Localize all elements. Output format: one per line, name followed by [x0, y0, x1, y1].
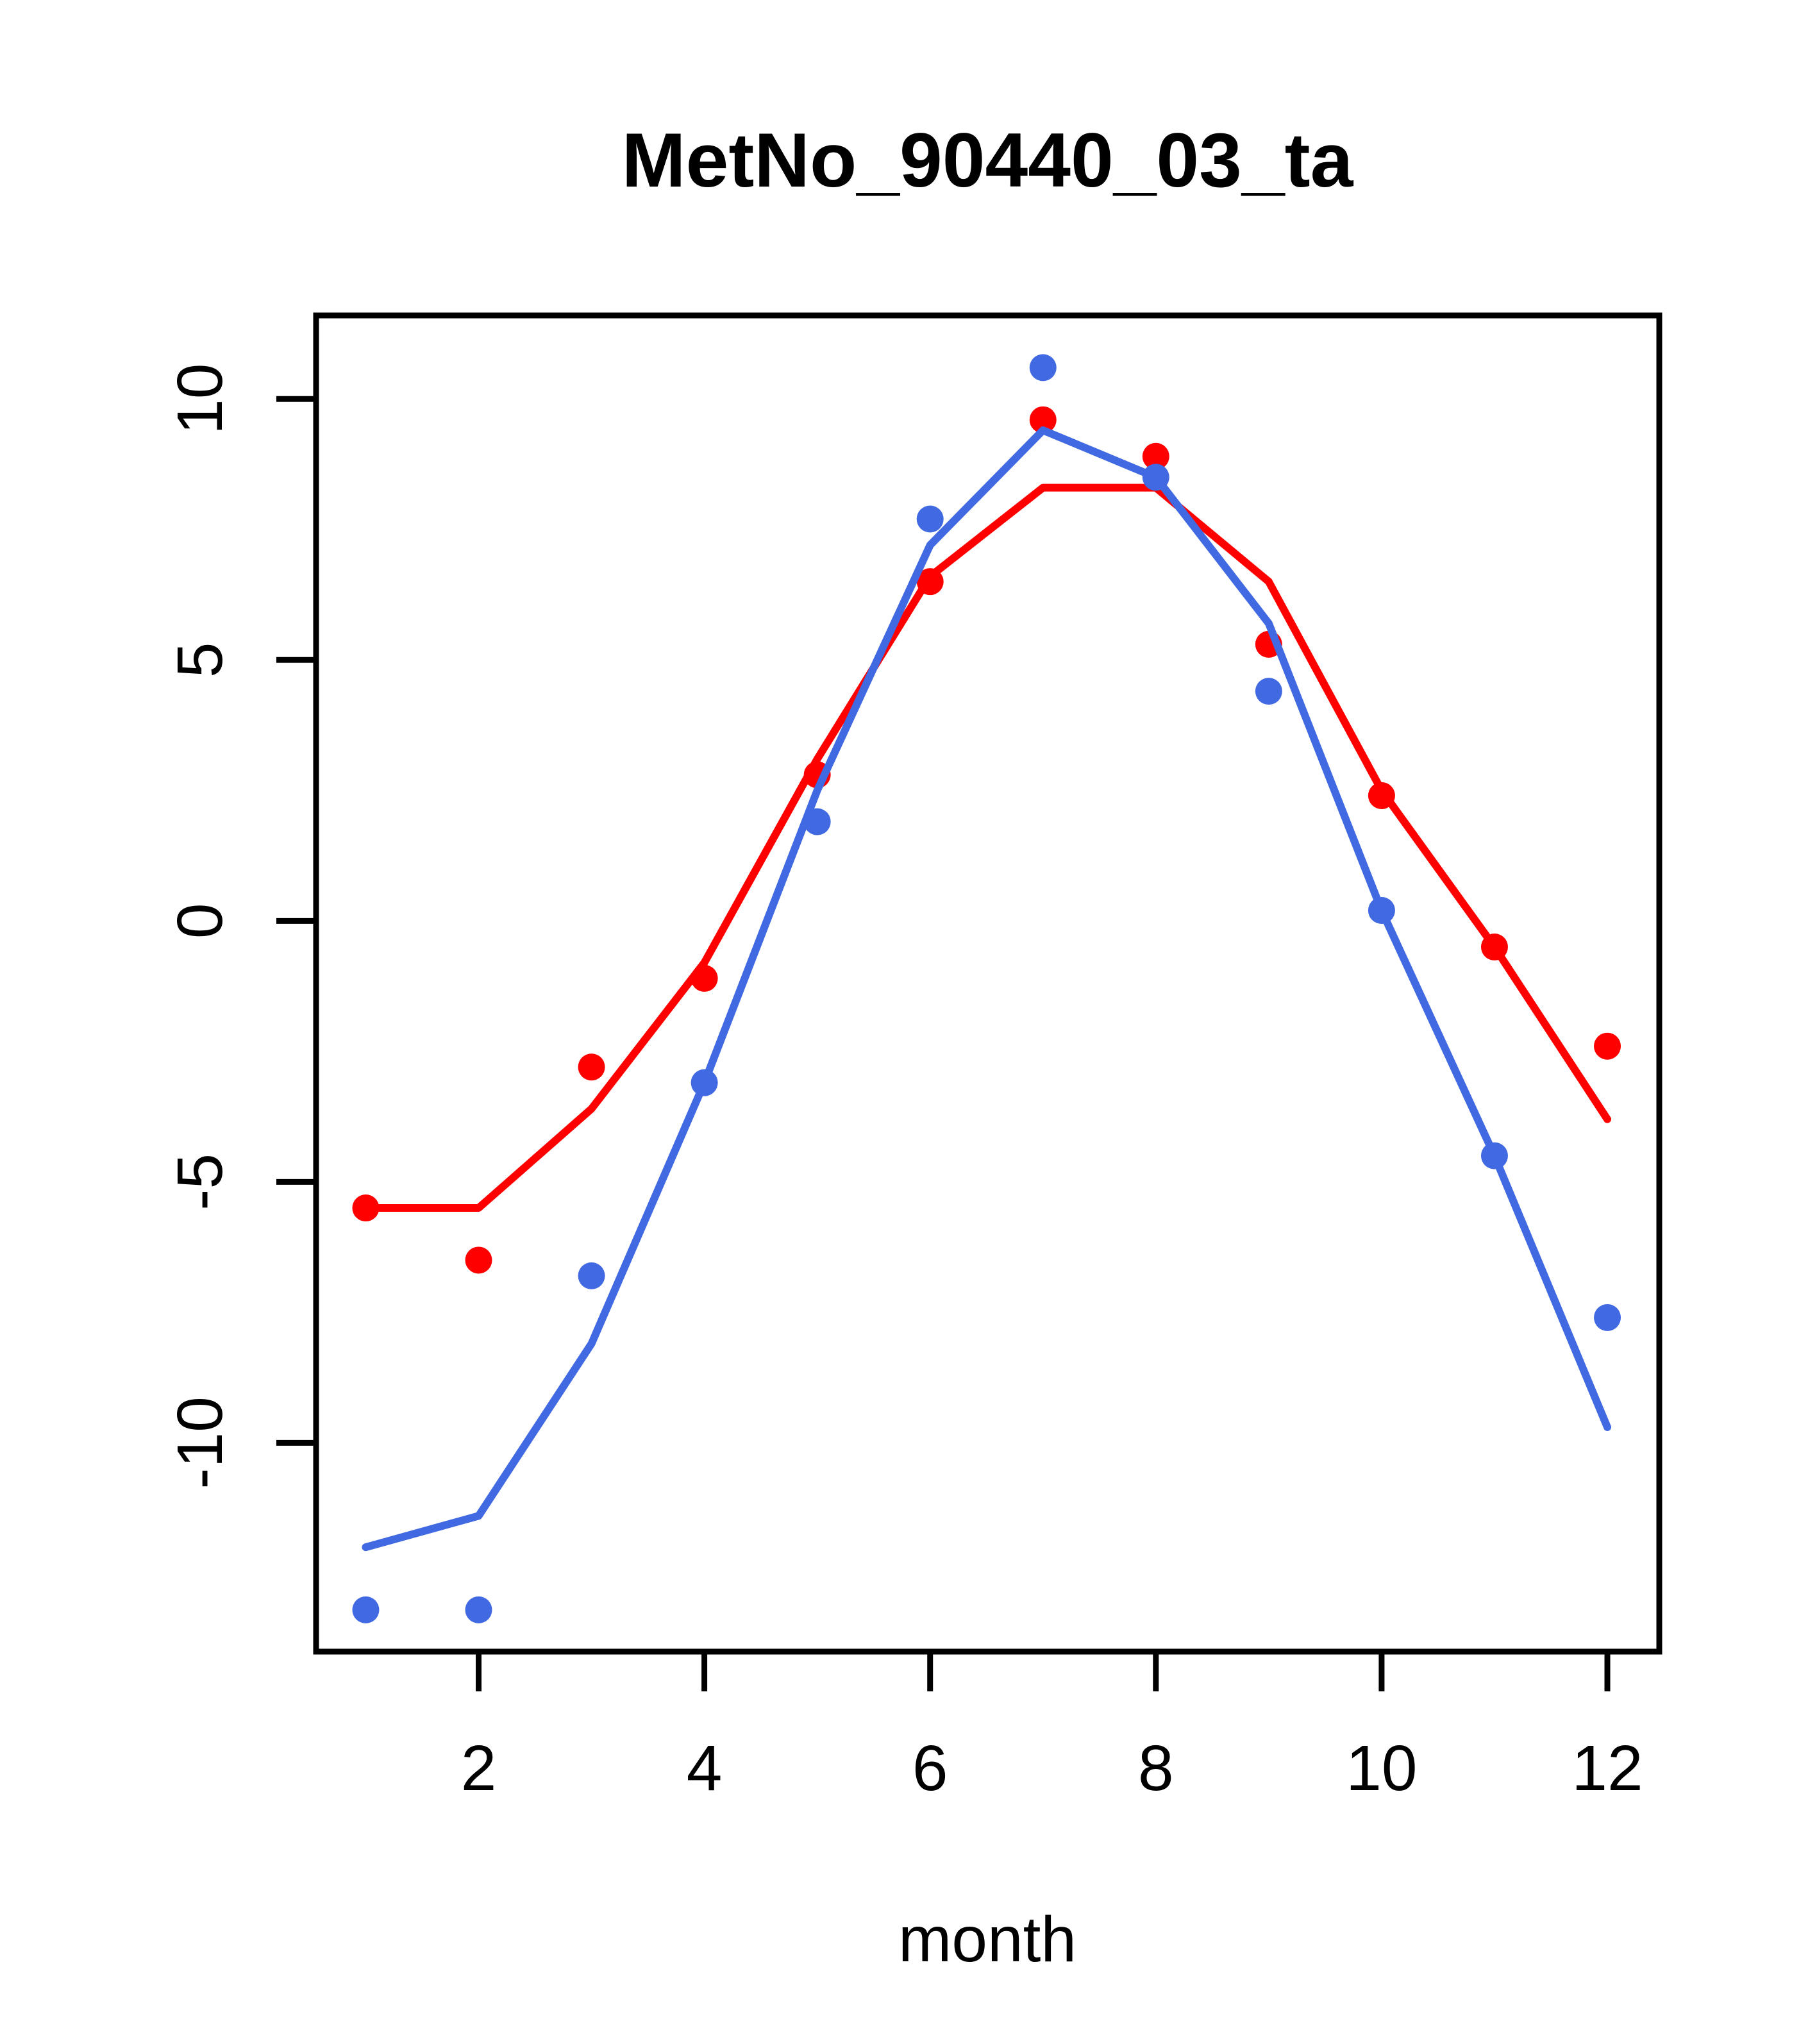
red-points-marker	[465, 1246, 492, 1274]
blue-points-marker	[1029, 354, 1057, 381]
blue-points-marker	[916, 505, 944, 533]
chart-title: MetNo_90440_03_ta	[622, 117, 1354, 203]
red-points-marker	[916, 568, 944, 596]
blue-points-marker	[1594, 1304, 1621, 1331]
red-points-marker	[1368, 782, 1395, 809]
red-points-marker	[1142, 442, 1169, 470]
red-points	[352, 406, 1621, 1274]
red-points-marker	[1594, 1032, 1621, 1060]
blue-points-marker	[578, 1262, 605, 1289]
y-tick-label: 5	[164, 642, 236, 678]
blue-points-marker	[465, 1596, 492, 1623]
series-layer	[352, 354, 1621, 1623]
y-tick-label: -10	[164, 1396, 236, 1489]
y-tick-label: -5	[164, 1153, 236, 1210]
x-axis: 2 4 6 8 10 12	[461, 1652, 1643, 1804]
plot-box	[313, 312, 1662, 1655]
x-tick-label: 10	[1346, 1732, 1417, 1804]
red-points-marker	[1480, 934, 1508, 961]
x-axis-title: month	[898, 1904, 1076, 1975]
blue-line	[362, 426, 1612, 1552]
y-tick-label: 0	[164, 903, 236, 939]
blue-points	[352, 354, 1621, 1623]
blue-points-marker	[1142, 464, 1169, 491]
red-line	[362, 483, 1612, 1212]
blue-points-marker	[803, 808, 831, 835]
blue-points-marker	[1255, 678, 1282, 705]
blue-points-marker	[1480, 1142, 1508, 1169]
blue-points-marker	[1368, 897, 1395, 925]
red-points-marker	[578, 1053, 605, 1081]
x-tick-label: 2	[461, 1732, 497, 1804]
x-tick-label: 6	[912, 1732, 948, 1804]
blue-points-marker	[691, 1069, 718, 1096]
y-tick-label: 10	[164, 364, 236, 435]
x-tick-label: 4	[687, 1732, 723, 1804]
y-axis: -10 -5 0 5 10	[164, 364, 316, 1489]
blue-points-marker	[352, 1596, 380, 1623]
red-points-marker	[1029, 406, 1057, 433]
x-tick-label: 12	[1571, 1732, 1643, 1804]
red-points-marker	[352, 1194, 380, 1222]
x-tick-label: 8	[1138, 1732, 1174, 1804]
red-points-marker	[691, 964, 718, 992]
